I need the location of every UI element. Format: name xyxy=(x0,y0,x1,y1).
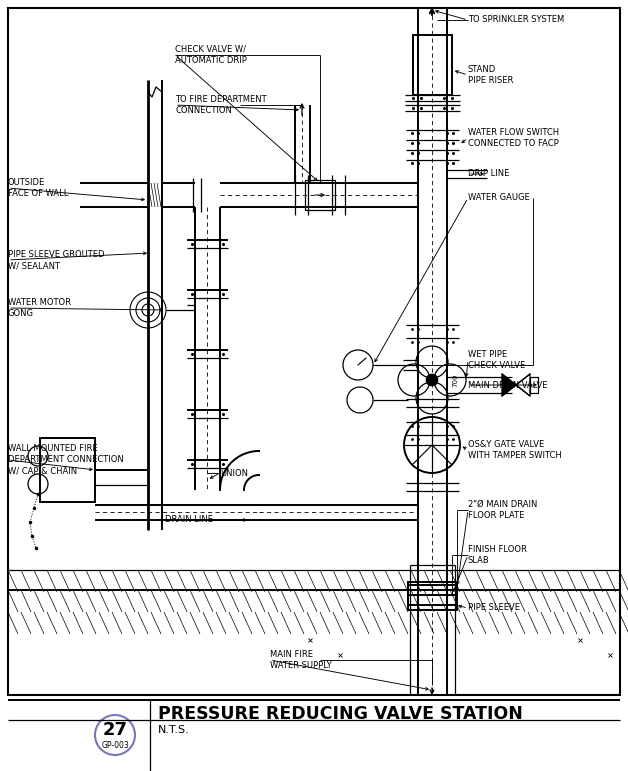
Text: GP-003: GP-003 xyxy=(101,742,129,750)
Text: OUTSIDE
FACE OF WALL: OUTSIDE FACE OF WALL xyxy=(8,178,68,198)
Text: DRIP LINE: DRIP LINE xyxy=(468,170,509,179)
Text: TO SPRINKLER SYSTEM: TO SPRINKLER SYSTEM xyxy=(468,15,564,25)
Text: N.T.S.: N.T.S. xyxy=(158,725,190,735)
Text: WATER GAUGE: WATER GAUGE xyxy=(468,194,530,203)
Bar xyxy=(305,180,335,210)
Text: CHECK VALVE W/
AUTOMATIC DRIP: CHECK VALVE W/ AUTOMATIC DRIP xyxy=(175,45,247,65)
Text: STAND
PIPE RISER: STAND PIPE RISER xyxy=(468,65,513,85)
Text: OS&Y GATE VALVE
WITH TAMPER SWITCH: OS&Y GATE VALVE WITH TAMPER SWITCH xyxy=(468,440,562,460)
Text: 2"Ø MAIN DRAIN
FLOOR PLATE: 2"Ø MAIN DRAIN FLOOR PLATE xyxy=(468,500,538,520)
Bar xyxy=(530,377,538,393)
Text: WATER FLOW SWITCH
CONNECTED TO FACP: WATER FLOW SWITCH CONNECTED TO FACP xyxy=(468,128,559,148)
Text: PRESSURE REDUCING VALVE STATION: PRESSURE REDUCING VALVE STATION xyxy=(158,705,523,723)
Text: WALL MOUNTED FIRE
DEPARTMENT CONNECTION
W/ CAP & CHAIN: WALL MOUNTED FIRE DEPARTMENT CONNECTION … xyxy=(8,444,124,476)
Text: FINISH FLOOR
SLAB: FINISH FLOOR SLAB xyxy=(468,545,527,565)
Text: PIPE SLEEVE: PIPE SLEEVE xyxy=(468,604,520,612)
Circle shape xyxy=(426,374,438,386)
Polygon shape xyxy=(516,374,530,396)
Bar xyxy=(408,582,457,610)
Text: MAIN FIRE
WATER SUPPLY: MAIN FIRE WATER SUPPLY xyxy=(270,650,332,670)
Text: WET PIPE
CHECK VALVE: WET PIPE CHECK VALVE xyxy=(468,350,525,370)
Bar xyxy=(8,8,620,695)
Text: TO FIRE DEPARTMENT
CONNECTION: TO FIRE DEPARTMENT CONNECTION xyxy=(175,95,267,115)
Text: MAIN DRAIN VALVE: MAIN DRAIN VALVE xyxy=(468,381,548,389)
Text: PIPE SLEEVE GROUTED
W/ SEALANT: PIPE SLEEVE GROUTED W/ SEALANT xyxy=(8,250,104,270)
Bar xyxy=(40,438,95,502)
Text: DRAIN LINE: DRAIN LINE xyxy=(165,516,213,524)
Polygon shape xyxy=(502,374,516,396)
Text: WATER MOTOR
GONG: WATER MOTOR GONG xyxy=(8,298,71,318)
Bar xyxy=(413,35,452,95)
Text: 27: 27 xyxy=(102,721,127,739)
Text: 700: 700 xyxy=(452,373,458,387)
Text: UNION: UNION xyxy=(220,469,248,477)
